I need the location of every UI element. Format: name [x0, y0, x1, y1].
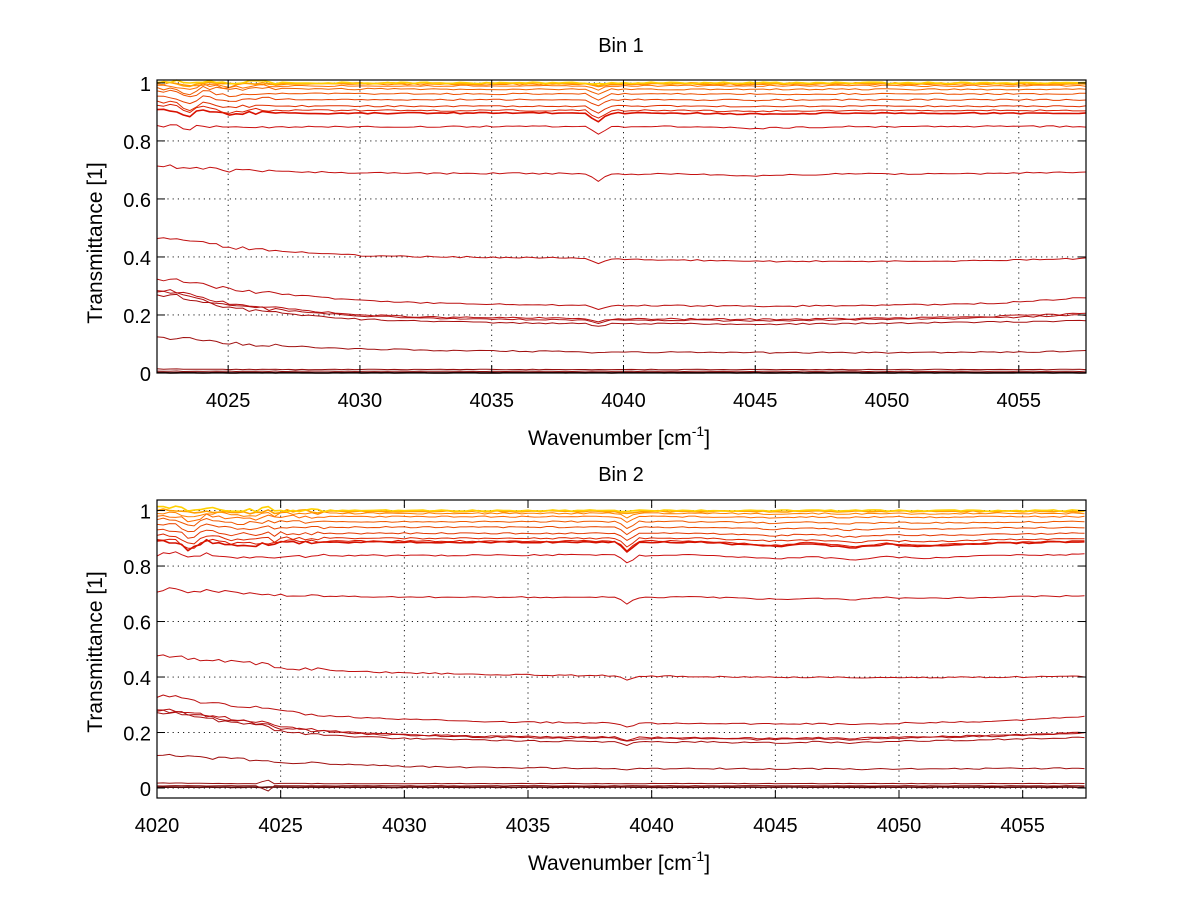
series-line-curve-11 [156, 124, 1087, 135]
x-tick-label: 4040 [601, 390, 646, 412]
y-tick-label: 0.6 [123, 613, 151, 635]
x-tick-label: 4030 [382, 815, 427, 837]
x-tick-label: 4030 [338, 390, 383, 412]
panel-bin-1: Bin 1 4025 4030 4035 4040 4045 4050 4055 00.20… [84, 35, 1087, 450]
x-tick-label: 4020 [135, 815, 180, 837]
series-line-curve-12 [156, 164, 1087, 182]
series-line-curve-19 [156, 368, 1087, 371]
y-tick-label: 0 [140, 779, 151, 801]
series-line-curve-9 [156, 103, 1086, 119]
series-line-curve-19 [156, 779, 1085, 785]
y-tick-label: 0.8 [123, 557, 151, 579]
series-line-curve-9 [156, 538, 1085, 552]
y-tick-label: 0.2 [123, 724, 151, 746]
ticks [156, 500, 1086, 798]
series-line-curve-20 [156, 785, 1085, 792]
x-axis-label: Wavenumber [cm-1] [528, 848, 710, 875]
series-line-curve-13 [156, 654, 1085, 681]
y-tick-labels: 0 0.2 0.4 0.6 0.8 1 [123, 74, 151, 386]
y-axis-label: Transmittance [1] [84, 162, 107, 323]
panel-title: Bin 2 [598, 464, 644, 486]
series-line-curve-11 [156, 551, 1085, 564]
series-line-curve-7 [156, 95, 1087, 107]
y-tick-label: 1 [140, 502, 151, 524]
axes-box [156, 499, 1087, 799]
series-line-curve-4 [156, 513, 1085, 523]
grid [157, 80, 1086, 373]
x-tick-label: 4045 [733, 390, 778, 412]
series-line-curve-13 [156, 237, 1087, 265]
series-line-curve-18 [156, 336, 1087, 354]
panel-bin-2: Bin 2 4020 4025 4030 4035 4040 4045 4050 4055 0… [84, 464, 1087, 875]
series-line-curve-5 [156, 517, 1085, 529]
series-line-curve-8 [156, 533, 1085, 548]
x-tick-label: 4035 [469, 390, 514, 412]
x-tick-labels: 4020 4025 4030 4035 4040 4045 4050 4055 [135, 815, 1045, 837]
x-tick-label: 4045 [753, 815, 798, 837]
series-line-curve-15 [156, 708, 1085, 742]
series-line-curve-10 [156, 538, 1085, 553]
y-tick-label: 0 [140, 364, 151, 386]
y-tick-label: 0.4 [123, 248, 151, 270]
y-tick-label: 0.6 [123, 190, 151, 212]
x-tick-label: 4050 [865, 390, 910, 412]
x-axis-label-main: Wavenumber [cm [528, 427, 692, 450]
x-axis-label-suffix: ] [704, 427, 710, 450]
y-tick-label: 0.4 [123, 668, 151, 690]
series-line-curve-20 [156, 370, 1087, 372]
y-axis-label: Transmittance [1] [84, 571, 107, 732]
series-line-curve-1 [156, 79, 1087, 85]
series-line-curve-6 [156, 89, 1087, 101]
series-group [156, 79, 1087, 374]
ticks [157, 80, 1086, 374]
panel-title: Bin 1 [598, 35, 644, 57]
series-line-curve-7 [156, 528, 1085, 541]
series-line-curve-15 [156, 289, 1087, 323]
series-line-curve-4 [157, 83, 1087, 91]
series-line-curve-10 [156, 108, 1087, 123]
x-tick-label: 4040 [629, 815, 674, 837]
series-line-curve-16 [156, 290, 1087, 324]
axes-box [156, 79, 1087, 374]
series-line-curve-17 [156, 711, 1085, 746]
series-line-curve-1 [156, 505, 1085, 513]
series-line-curve-17 [156, 293, 1087, 327]
series-line-curve-6 [156, 523, 1085, 536]
x-tick-label: 4055 [1000, 815, 1045, 837]
series-line-curve-18 [156, 753, 1085, 771]
series-line-curve-12 [156, 587, 1085, 605]
x-axis-label: Wavenumber [cm-1] [528, 423, 710, 450]
series-group [156, 505, 1085, 792]
y-tick-label: 1 [140, 74, 151, 96]
y-tick-label: 0.2 [123, 306, 151, 328]
x-axis-label-main: Wavenumber [cm [528, 852, 692, 875]
series-line-curve-8 [156, 100, 1087, 114]
x-tick-label: 4025 [258, 815, 303, 837]
x-axis-label-superscript: -1 [692, 423, 705, 439]
x-tick-label: 4025 [206, 390, 251, 412]
series-line-curve-5 [156, 85, 1087, 96]
x-tick-label: 4050 [877, 815, 922, 837]
y-tick-label: 0.8 [123, 132, 151, 154]
x-tick-label: 4035 [506, 815, 551, 837]
series-line-curve-14 [156, 694, 1085, 728]
y-tick-labels: 0 0.2 0.4 0.6 0.8 1 [123, 502, 151, 801]
x-tick-label: 4055 [997, 390, 1042, 412]
x-tick-labels: 4025 4030 4035 4040 4045 4050 4055 [206, 390, 1041, 412]
x-axis-label-superscript: -1 [692, 848, 705, 864]
series-line-curve-14 [156, 278, 1087, 310]
x-axis-label-suffix: ] [704, 852, 710, 875]
